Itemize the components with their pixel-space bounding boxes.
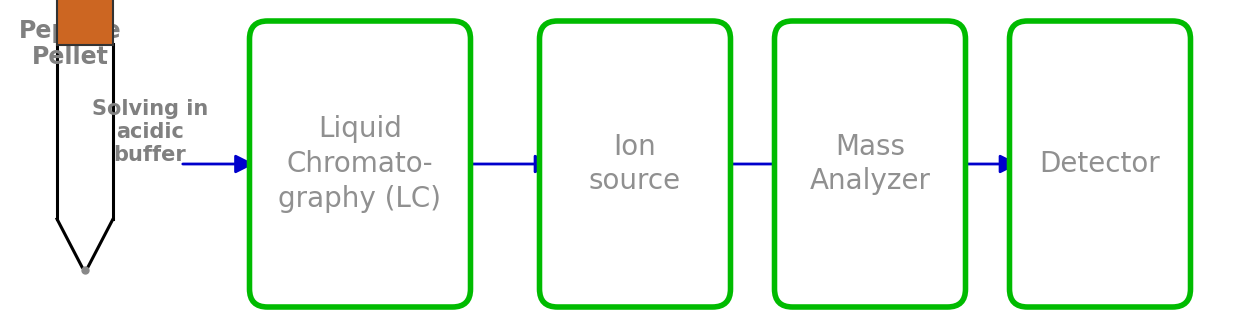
Text: Solving in
acidic
buffer: Solving in acidic buffer [92, 99, 208, 165]
FancyBboxPatch shape [540, 21, 730, 307]
Text: Ion
source: Ion source [589, 133, 681, 195]
Text: Peptide
Pellet: Peptide Pellet [19, 19, 121, 69]
Text: Mass
Analyzer: Mass Analyzer [810, 133, 930, 195]
FancyBboxPatch shape [58, 0, 112, 45]
FancyBboxPatch shape [1010, 21, 1190, 307]
FancyBboxPatch shape [775, 21, 965, 307]
Text: Detector: Detector [1040, 150, 1160, 178]
Text: Liquid
Chromatо-
graphy (LC): Liquid Chromatо- graphy (LC) [279, 115, 441, 213]
Polygon shape [58, 44, 112, 267]
FancyBboxPatch shape [250, 21, 470, 307]
